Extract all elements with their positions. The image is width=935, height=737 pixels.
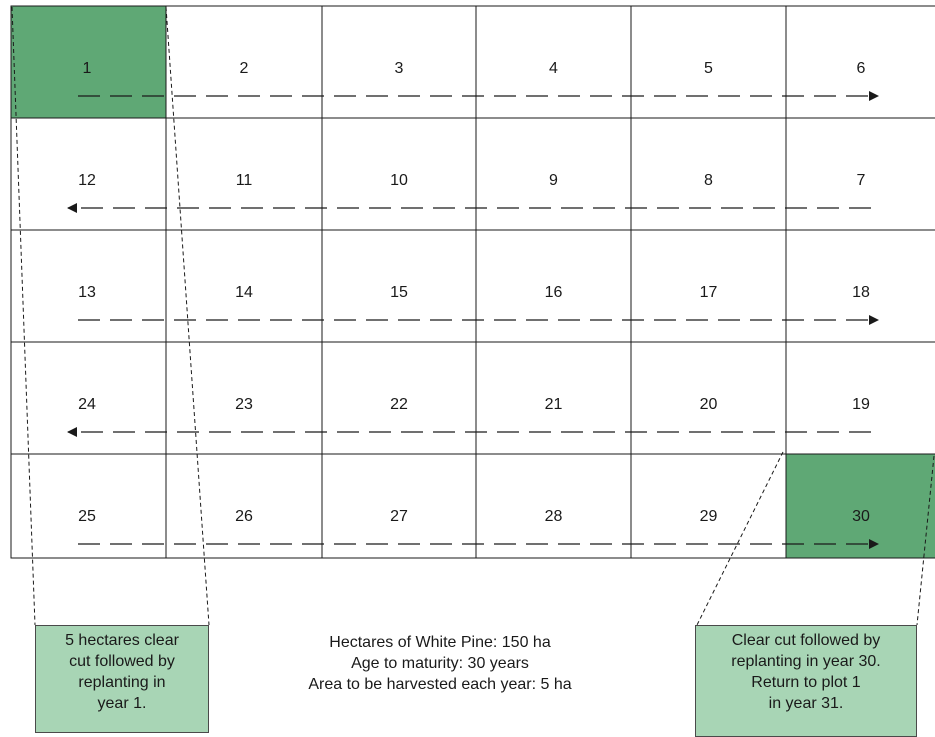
summary-line-area: Area to be harvested each year: 5 ha: [308, 676, 572, 693]
callout-right-line: replanting in year 30.: [731, 653, 881, 670]
plot-cell-9: [475, 117, 632, 231]
plot-label: 8: [704, 172, 713, 189]
plot-label: 19: [852, 396, 870, 413]
plot-label: 17: [700, 284, 718, 301]
plot-cell-26: [165, 453, 323, 559]
plot-label: 18: [852, 284, 870, 301]
plot-cell-14: [165, 229, 323, 343]
callout-leader-line: [165, 6, 210, 626]
plot-label: 30: [852, 508, 870, 525]
plot-cell-27: [321, 453, 477, 559]
callout-right-line: Return to plot 1: [751, 674, 861, 691]
plot-label: 3: [395, 60, 404, 77]
plot-cell-8: [630, 117, 787, 231]
plot-cell-19: [785, 341, 935, 455]
plot-label: 29: [700, 508, 718, 525]
plot-label: 11: [236, 172, 253, 189]
plot-cell-13: [10, 229, 167, 343]
plot-label: 21: [545, 396, 563, 413]
plot-cell-22: [321, 341, 477, 455]
callout-leader-line: [11, 6, 36, 626]
plot-label: 28: [545, 508, 563, 525]
callout-plot-1: 5 hectares clear cut followed by replant…: [35, 625, 209, 733]
callout-plot-30: Clear cut followed by replanting in year…: [695, 625, 917, 737]
plot-cell-11: [165, 117, 323, 231]
plot-cell-16: [475, 229, 632, 343]
plot-cell-28: [475, 453, 632, 559]
plot-label: 12: [78, 172, 96, 189]
plot-label: 27: [390, 508, 408, 525]
plot-label: 5: [704, 60, 713, 77]
plot-cell-1: [10, 5, 167, 119]
callout-right-line: Clear cut followed by: [731, 632, 881, 649]
plot-cell-12: [10, 117, 167, 231]
plot-cell-24: [10, 341, 167, 455]
plot-cell-6: [785, 5, 935, 119]
plot-cell-5: [630, 5, 787, 119]
plot-label: 25: [78, 508, 96, 525]
plot-label: 13: [78, 284, 96, 301]
plot-label: 16: [545, 284, 563, 301]
callout-left-line: 5 hectares clear: [65, 632, 179, 649]
harvest-summary: Hectares of White Pine: 150 ha Age to ma…: [240, 632, 640, 695]
summary-line-maturity: Age to maturity: 30 years: [351, 655, 529, 672]
plot-cell-29: [630, 453, 787, 559]
plot-label: 20: [700, 396, 718, 413]
plot-cell-7: [785, 117, 935, 231]
callout-left-line: year 1.: [97, 695, 147, 712]
plot-cell-2: [165, 5, 323, 119]
plot-cell-17: [630, 229, 787, 343]
plot-cell-4: [475, 5, 632, 119]
callout-left-line: replanting in: [78, 674, 166, 691]
plot-label: 1: [83, 60, 92, 77]
plot-label: 10: [390, 172, 408, 189]
plot-label: 15: [390, 284, 408, 301]
plot-label: 26: [235, 508, 253, 525]
plot-label: 23: [235, 396, 253, 413]
plot-label: 22: [390, 396, 408, 413]
callout-leader-line: [916, 455, 935, 626]
plot-cell-3: [321, 5, 477, 119]
plot-label: 14: [235, 284, 253, 301]
plot-label: 24: [78, 396, 96, 413]
callout-left-line: cut followed by: [69, 653, 175, 670]
plot-cell-15: [321, 229, 477, 343]
plot-label: 6: [857, 60, 866, 77]
plot-cell-21: [475, 341, 632, 455]
plot-label: 2: [240, 60, 249, 77]
callout-right-line: in year 31.: [768, 695, 844, 712]
plot-cell-23: [165, 341, 323, 455]
plot-label: 9: [549, 172, 558, 189]
plot-label: 7: [857, 172, 866, 189]
plot-label: 4: [549, 60, 558, 77]
plot-cell-20: [630, 341, 787, 455]
plot-cell-25: [10, 453, 167, 559]
plot-cell-30: [785, 453, 935, 559]
summary-line-hectares: Hectares of White Pine: 150 ha: [329, 634, 551, 651]
